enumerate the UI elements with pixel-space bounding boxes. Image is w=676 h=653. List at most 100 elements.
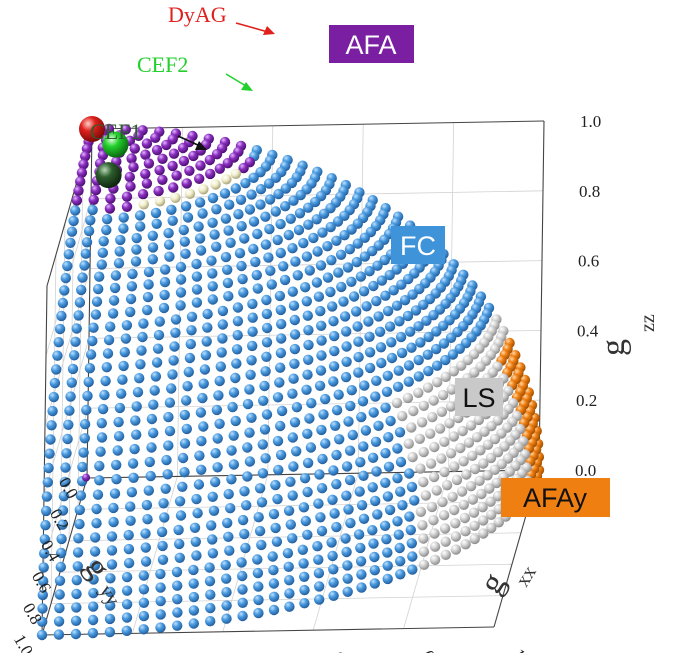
sphere-ls xyxy=(469,533,480,545)
sphere-fc xyxy=(174,496,186,507)
sphere-fc xyxy=(237,597,248,608)
sphere-fc xyxy=(207,491,218,502)
sphere-fc xyxy=(198,421,209,432)
sphere-fc xyxy=(89,560,101,571)
sphere-fc xyxy=(74,518,85,530)
sphere-fc xyxy=(328,564,339,575)
sphere-fc xyxy=(358,441,369,452)
sphere-fc xyxy=(403,376,414,387)
sphere-fc xyxy=(118,223,129,234)
sphere-fc xyxy=(159,289,170,301)
sphere-fc xyxy=(99,389,110,401)
sphere-fc xyxy=(91,503,102,515)
sphere-fc xyxy=(226,474,237,485)
sphere-fc xyxy=(268,578,280,589)
sphere-fc xyxy=(283,229,294,241)
sphere-ls xyxy=(445,401,457,412)
x-tick-label: 0.6 xyxy=(328,649,355,653)
sphere-fc xyxy=(275,247,286,259)
sphere-fc xyxy=(241,500,252,511)
sphere-fc xyxy=(272,435,284,447)
sphere-fc xyxy=(114,246,125,257)
sphere-fc xyxy=(275,449,287,461)
sphere-fc xyxy=(329,330,340,342)
sphere-fc xyxy=(76,284,87,296)
sphere-fc xyxy=(125,515,136,526)
sphere-fc xyxy=(382,305,394,317)
sphere-fc xyxy=(379,254,390,266)
sphere-fc xyxy=(152,343,164,354)
sphere-cream xyxy=(210,179,221,190)
sphere-fc xyxy=(94,475,105,486)
sphere-fc xyxy=(328,590,339,601)
sphere-fc xyxy=(114,402,126,414)
sphere-fc xyxy=(230,183,241,194)
sphere-fc xyxy=(195,407,207,418)
sphere-fc xyxy=(298,502,310,513)
sphere-fc xyxy=(221,573,232,584)
sphere-fc xyxy=(341,461,353,472)
sphere-fc xyxy=(422,349,433,360)
sphere-fc xyxy=(263,252,274,263)
sphere-fc xyxy=(301,296,312,307)
sphere-fc xyxy=(70,205,81,216)
sphere-fc xyxy=(213,390,224,401)
sphere-fc xyxy=(340,533,351,544)
sphere-fc xyxy=(289,343,301,355)
sphere-afa xyxy=(178,155,190,167)
sphere-fc xyxy=(326,537,337,548)
sphere-afa xyxy=(168,148,180,159)
sphere-fc xyxy=(303,219,314,230)
sphere-fc xyxy=(253,512,264,523)
sphere-afa xyxy=(137,189,149,200)
sphere-fc xyxy=(345,517,356,529)
sphere-fc xyxy=(67,363,79,375)
sphere-fc xyxy=(348,291,360,302)
sphere-ls xyxy=(439,436,450,447)
sphere-fc xyxy=(341,326,352,337)
sphere-fc xyxy=(101,214,113,225)
sphere-fc xyxy=(376,275,388,286)
sphere-fc xyxy=(224,199,235,210)
sphere-cream xyxy=(230,168,241,179)
sphere-fc xyxy=(311,214,322,225)
sphere-fc xyxy=(237,610,248,622)
sphere-fc xyxy=(85,215,96,226)
sphere-cream xyxy=(221,174,232,185)
sphere-fc xyxy=(211,241,222,252)
sphere-fc xyxy=(204,562,215,573)
sphere-fc xyxy=(391,300,403,311)
sphere-fc xyxy=(210,476,221,488)
sphere-ls xyxy=(459,512,471,524)
sphere-fc xyxy=(266,279,277,290)
sphere-fc xyxy=(252,567,264,579)
sphere-ls xyxy=(416,417,428,428)
sphere-fc xyxy=(155,622,166,633)
sphere-ls xyxy=(413,387,424,398)
sphere-fc xyxy=(270,172,282,183)
sphere-fc xyxy=(353,529,365,540)
sphere-fc xyxy=(172,594,183,605)
sphere-fc xyxy=(140,528,151,539)
sphere-fc xyxy=(234,248,246,259)
sphere-fc xyxy=(192,508,203,519)
sphere-fc xyxy=(343,504,354,515)
sphere-fc xyxy=(62,260,73,272)
sphere-fc xyxy=(341,356,352,367)
sphere-fc xyxy=(179,467,190,478)
sphere-ls xyxy=(428,471,440,483)
sphere-fc xyxy=(52,350,63,361)
sphere-ls xyxy=(425,458,437,469)
sphere-fc xyxy=(353,351,364,363)
sphere-fc xyxy=(231,358,242,369)
sphere-fc xyxy=(131,244,142,255)
sphere-afa xyxy=(141,138,153,149)
sphere-fc xyxy=(379,520,391,531)
sphere-fc xyxy=(159,512,170,523)
sphere-fc xyxy=(167,215,178,226)
sphere-fc xyxy=(404,511,415,522)
sphere-ls xyxy=(438,510,450,521)
sphere-fc xyxy=(372,509,383,520)
sphere-fc xyxy=(382,370,393,381)
sphere-ls xyxy=(437,496,448,508)
